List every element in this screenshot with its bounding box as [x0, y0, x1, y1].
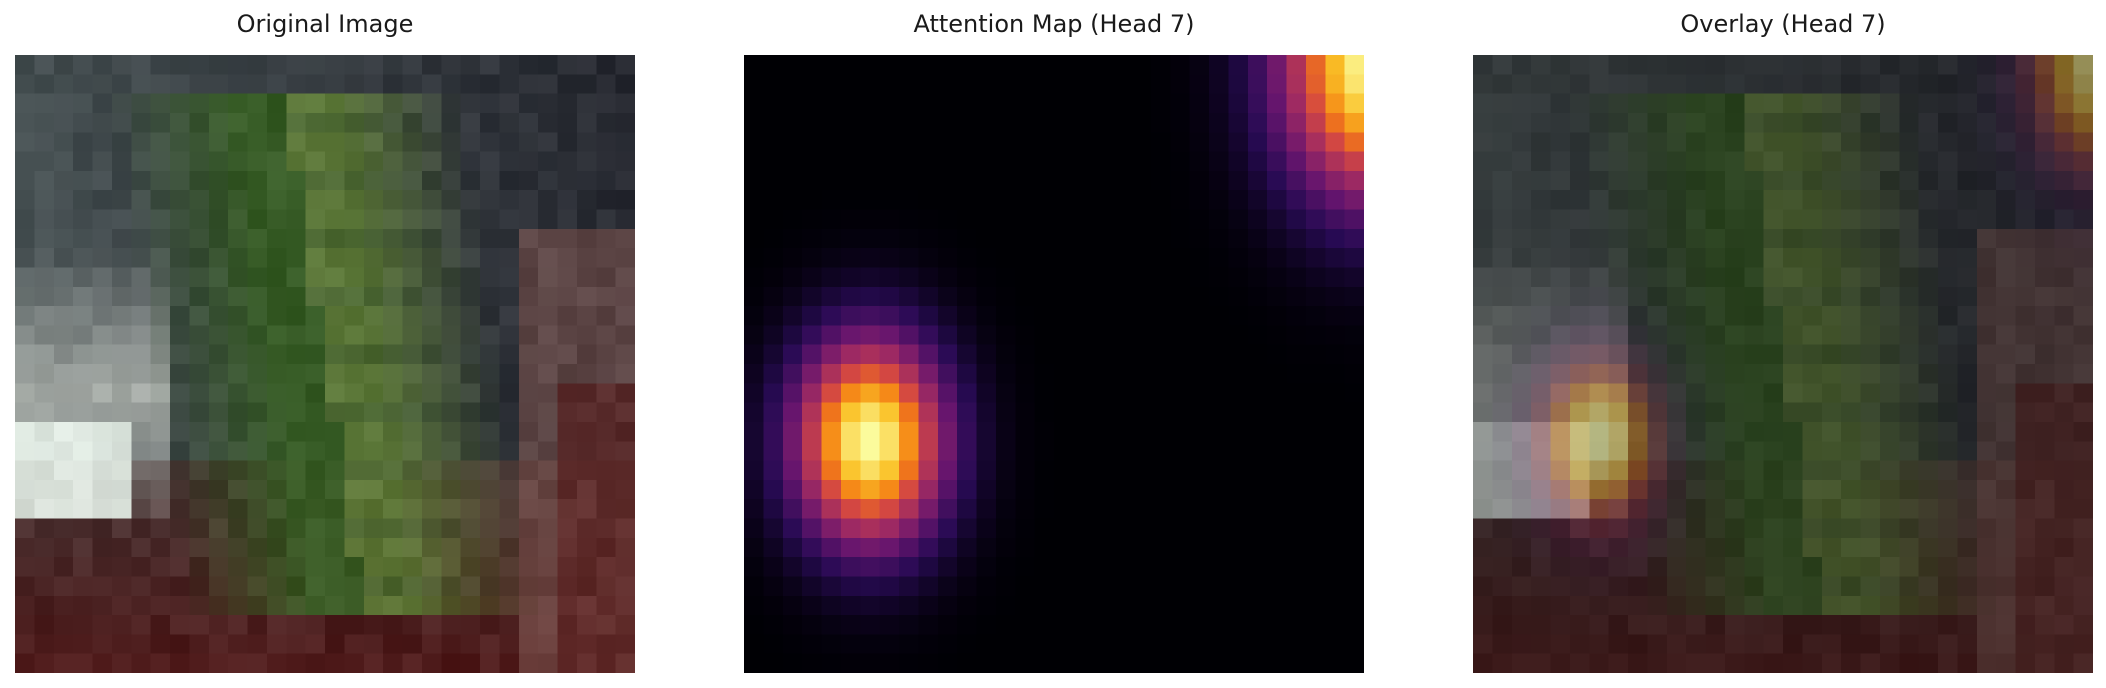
overlay-image-pixels: [1473, 55, 2093, 673]
panel-title-attention: Attention Map (Head 7): [913, 10, 1195, 38]
panel-original: Original Image: [15, 0, 635, 688]
overlay-image: [1473, 55, 2093, 673]
panel-title-original: Original Image: [236, 10, 414, 38]
original-image: [15, 55, 635, 673]
panel-attention: Attention Map (Head 7): [744, 0, 1364, 688]
panel-title-overlay: Overlay (Head 7): [1680, 10, 1886, 38]
original-image-pixels: [15, 55, 635, 673]
attention-map-pixels: [744, 55, 1364, 673]
attention-map-image: [744, 55, 1364, 673]
panel-overlay: Overlay (Head 7): [1473, 0, 2093, 688]
